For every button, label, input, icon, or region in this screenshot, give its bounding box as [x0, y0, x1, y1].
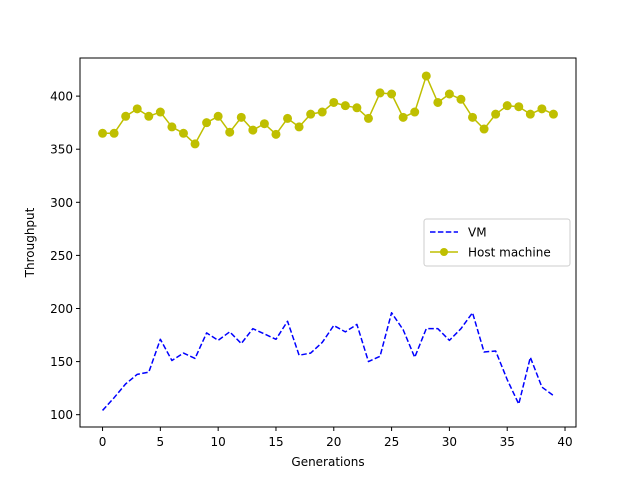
x-tick-label: 30: [442, 435, 457, 449]
data-point-host-machine: [178, 128, 188, 138]
data-point-host-machine: [259, 119, 269, 129]
y-tick-label: 300: [50, 196, 73, 210]
data-point-host-machine: [144, 111, 154, 121]
data-point-host-machine: [363, 113, 373, 123]
legend-box: [423, 218, 571, 267]
data-point-host-machine: [248, 125, 258, 135]
data-point-host-machine: [190, 139, 200, 149]
data-point-host-machine: [202, 118, 212, 128]
x-tick-label: 10: [211, 435, 226, 449]
x-tick-label: 5: [157, 435, 165, 449]
x-tick-label: 20: [326, 435, 341, 449]
data-point-host-machine: [317, 107, 327, 117]
data-point-host-machine: [468, 112, 478, 122]
data-point-host-machine: [525, 109, 535, 119]
y-tick-label: 100: [50, 408, 73, 422]
data-point-host-machine: [375, 88, 385, 98]
data-point-host-machine: [410, 107, 420, 117]
legend-label-host-machine: Host machine: [468, 246, 551, 260]
data-point-host-machine: [491, 109, 501, 119]
data-point-host-machine: [479, 124, 489, 134]
data-point-host-machine: [271, 129, 281, 139]
data-point-host-machine: [236, 112, 246, 122]
data-point-host-machine: [456, 94, 466, 104]
data-point-host-machine: [121, 111, 131, 121]
x-tick-label: 35: [500, 435, 515, 449]
y-axis-label: Throughput: [23, 207, 37, 278]
data-point-host-machine: [98, 128, 108, 138]
data-point-host-machine: [352, 103, 362, 113]
data-point-host-machine: [283, 113, 293, 123]
plot-area-frame: [79, 57, 577, 428]
y-axis-ticks: 100 150 200 250 300 350 400: [50, 90, 80, 422]
x-axis-ticks: 0 5 10 15 20 25 30 35 40: [99, 427, 573, 449]
data-point-host-machine: [444, 89, 454, 99]
data-point-host-machine: [329, 97, 339, 107]
y-tick-label: 250: [50, 249, 73, 263]
data-point-host-machine: [421, 71, 431, 81]
data-point-host-machine: [340, 101, 350, 111]
x-tick-label: 40: [557, 435, 572, 449]
data-point-host-machine: [132, 104, 142, 114]
data-point-host-machine: [213, 111, 223, 121]
series-line-host-machine: [102, 75, 554, 145]
data-point-host-machine: [109, 128, 119, 138]
data-point-host-machine: [398, 112, 408, 122]
data-point-host-machine: [537, 104, 547, 114]
series-layer: [98, 71, 558, 411]
data-point-host-machine: [225, 127, 235, 137]
x-tick-label: 0: [99, 435, 107, 449]
data-point-host-machine: [502, 101, 512, 111]
data-point-host-machine: [306, 109, 316, 119]
data-point-host-machine: [387, 89, 397, 99]
data-point-host-machine: [514, 102, 524, 112]
legend-label-vm: VM: [468, 226, 487, 240]
data-point-host-machine: [155, 107, 165, 117]
y-tick-label: 150: [50, 355, 73, 369]
series-line-vm: [101, 311, 554, 411]
legend-marker-host-machine: [440, 248, 448, 256]
x-tick-label: 15: [268, 435, 283, 449]
y-tick-label: 200: [50, 302, 73, 316]
x-tick-label: 25: [384, 435, 399, 449]
x-axis-label: Generations: [291, 455, 364, 469]
legend: VM Host machine: [423, 218, 571, 267]
data-point-host-machine: [294, 122, 304, 132]
y-tick-label: 350: [50, 143, 73, 157]
data-point-host-machine: [548, 109, 558, 119]
data-point-host-machine: [167, 122, 177, 132]
y-tick-label: 400: [50, 90, 73, 104]
data-point-host-machine: [433, 97, 443, 107]
